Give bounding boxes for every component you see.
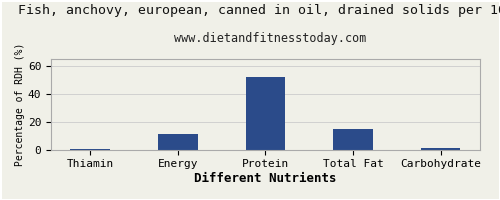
Text: www.dietandfitnesstoday.com: www.dietandfitnesstoday.com [174, 32, 366, 45]
Bar [158, 134, 198, 150]
Bar [70, 149, 110, 150]
Y-axis label: Percentage of RDH (%): Percentage of RDH (%) [15, 43, 25, 166]
Bar [421, 148, 461, 150]
Text: Fish, anchovy, european, canned in oil, drained solids per 100g: Fish, anchovy, european, canned in oil, … [18, 4, 500, 17]
Bar [246, 77, 285, 150]
X-axis label: Different Nutrients: Different Nutrients [194, 172, 336, 185]
Bar [334, 129, 373, 150]
